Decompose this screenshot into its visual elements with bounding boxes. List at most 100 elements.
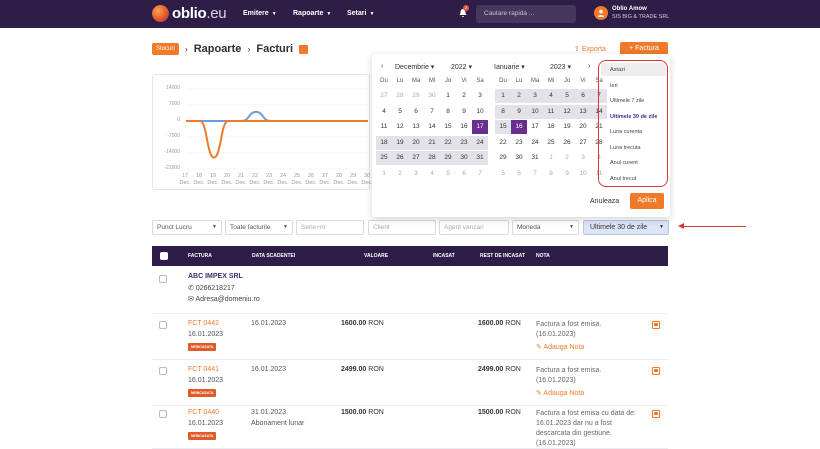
calendar-day[interactable]: 28 — [396, 92, 404, 99]
calendar-day[interactable]: 21 — [424, 135, 440, 150]
calendar-day[interactable]: 22 — [499, 138, 507, 146]
right-month-select[interactable]: Ianuarie ▾ — [494, 64, 525, 71]
calendar-day[interactable]: 8 — [495, 104, 511, 119]
calendar-day[interactable]: 7 — [430, 107, 434, 115]
calendar-day[interactable]: 15 — [495, 120, 511, 134]
calendar-day[interactable]: 2 — [398, 169, 402, 177]
next-month-button[interactable]: › — [588, 63, 591, 70]
calendar-day[interactable]: 5 — [398, 107, 402, 115]
calendar-day[interactable]: 1 — [446, 92, 450, 99]
calendar-day[interactable]: 4 — [382, 107, 386, 115]
agent-vanzari-input[interactable]: Agent vanzari — [439, 220, 509, 235]
row-checkbox[interactable] — [159, 275, 167, 283]
calendar-day[interactable]: 11 — [543, 104, 559, 119]
calendar-day[interactable]: 4 — [597, 154, 601, 161]
calendar-day[interactable]: 20 — [408, 135, 424, 150]
calendar-day[interactable]: 10 — [476, 107, 484, 115]
calendar-day[interactable]: 25 — [376, 151, 392, 165]
calendar-day[interactable]: 9 — [462, 107, 466, 115]
range-option[interactable]: Astazi — [610, 67, 625, 73]
col-factura[interactable]: FACTURA — [188, 253, 212, 259]
calendar-day[interactable]: 19 — [563, 123, 571, 130]
calendar-day[interactable]: 3 — [581, 154, 585, 161]
calendar-day[interactable]: 23 — [456, 135, 472, 150]
pdf-download-icon[interactable] — [652, 410, 660, 418]
stocuri-pill[interactable]: Stocuri — [152, 43, 179, 55]
calendar-day[interactable]: 4 — [430, 169, 434, 177]
calendar-day[interactable]: 27 — [408, 151, 424, 165]
col-rest[interactable]: REST DE INCASAT — [480, 253, 525, 259]
calendar-day[interactable]: 30 — [428, 92, 436, 99]
calendar-day[interactable]: 30 — [456, 151, 472, 165]
moneda-select[interactable]: Moneda ▼ — [512, 220, 579, 235]
calendar-day[interactable]: 5 — [446, 169, 450, 177]
calendar-day[interactable]: 5 — [501, 169, 505, 177]
calendar-day[interactable]: 10 — [579, 169, 587, 177]
range-option[interactable]: Ultimele 7 zile — [610, 98, 645, 104]
new-factura-button[interactable]: + Factura — [620, 42, 668, 56]
calendar-day[interactable]: 19 — [392, 135, 408, 150]
calendar-day[interactable]: 22 — [440, 135, 456, 150]
client-input[interactable]: Client — [368, 220, 436, 235]
col-data-scadentei[interactable]: DATA SCADENTEI — [252, 253, 296, 259]
nav-emitere[interactable]: Emitere ▼ — [243, 10, 277, 17]
calendar-day[interactable]: 30 — [515, 154, 523, 161]
prev-month-button[interactable]: ‹ — [381, 63, 384, 70]
calendar-day[interactable]: 12 — [559, 104, 575, 119]
invoice-number[interactable]: FCT 0441 — [188, 366, 219, 373]
calendar-day[interactable]: 16 — [511, 120, 527, 134]
range-option[interactable]: Anul curent — [610, 160, 638, 166]
calendar-day[interactable]: 17 — [472, 120, 488, 134]
nav-setari[interactable]: Setari ▼ — [347, 10, 375, 17]
range-option[interactable]: Ieri — [610, 82, 618, 89]
bell-icon[interactable] — [458, 8, 468, 18]
calendar-day[interactable]: 3 — [414, 169, 418, 177]
calendar-day[interactable]: 15 — [444, 123, 452, 130]
calendar-day[interactable]: 7 — [478, 169, 482, 177]
calendar-day[interactable]: 11 — [380, 123, 388, 130]
search-input[interactable]: Cautare rapida ... — [476, 5, 576, 23]
calendar-day[interactable]: 18 — [376, 135, 392, 150]
col-incasat[interactable]: INCASAT — [433, 253, 455, 259]
calendar-day[interactable]: 2 — [462, 92, 466, 99]
calendar-day[interactable]: 4 — [543, 89, 559, 103]
calendar-day[interactable]: 7 — [533, 169, 537, 177]
calendar-day[interactable]: 20 — [579, 123, 587, 130]
oblio-logo[interactable]: oblio.eu — [152, 5, 227, 22]
row-checkbox[interactable] — [159, 367, 167, 375]
user-name[interactable]: Oblio Amow — [612, 6, 647, 12]
serie-nr-input[interactable]: Serie+nr — [296, 220, 364, 235]
col-nota[interactable]: NOTA — [536, 253, 550, 259]
calendar-day[interactable]: 24 — [531, 138, 539, 146]
calendar-day[interactable]: 12 — [396, 123, 404, 130]
punct-lucru-select[interactable]: Punct Lucru ▼ — [152, 220, 222, 235]
add-note-link[interactable]: ✎ Adauga Nota — [536, 344, 585, 351]
chart-icon[interactable] — [299, 44, 309, 54]
cancel-button[interactable]: Anuleaza — [590, 198, 620, 205]
left-year-select[interactable]: 2022 ▾ — [451, 64, 473, 71]
range-option[interactable]: Anul trecut — [610, 175, 637, 182]
calendar-day[interactable]: 25 — [547, 138, 555, 146]
calendar-day[interactable]: 2 — [565, 154, 569, 161]
calendar-day[interactable]: 16 — [460, 123, 468, 130]
calendar-day[interactable]: 23 — [515, 138, 523, 146]
calendar-day[interactable]: 1 — [495, 89, 511, 103]
calendar-day[interactable]: 6 — [462, 169, 466, 177]
left-month-select[interactable]: Decembrie ▾ — [395, 64, 435, 71]
calendar-day[interactable]: 26 — [563, 138, 571, 146]
col-valoare[interactable]: VALOARE — [364, 253, 389, 259]
calendar-day[interactable]: 31 — [531, 154, 539, 161]
calendar-day[interactable]: 10 — [527, 104, 543, 119]
right-year-select[interactable]: 2023 ▾ — [550, 64, 572, 71]
calendar-day[interactable]: 6 — [517, 169, 521, 177]
calendar-day[interactable]: 8 — [549, 169, 553, 177]
calendar-day[interactable]: 9 — [565, 169, 569, 177]
calendar-day[interactable]: 2 — [511, 89, 527, 103]
pdf-download-icon[interactable] — [652, 321, 660, 329]
calendar-day[interactable]: 8 — [446, 107, 450, 115]
calendar-day[interactable]: 6 — [414, 107, 418, 115]
apply-button[interactable]: Aplica — [630, 193, 664, 209]
calendar-day[interactable]: 28 — [424, 151, 440, 165]
calendar-day[interactable]: 5 — [559, 89, 575, 103]
toate-facturile-select[interactable]: Toate facturile ▼ — [225, 220, 293, 235]
